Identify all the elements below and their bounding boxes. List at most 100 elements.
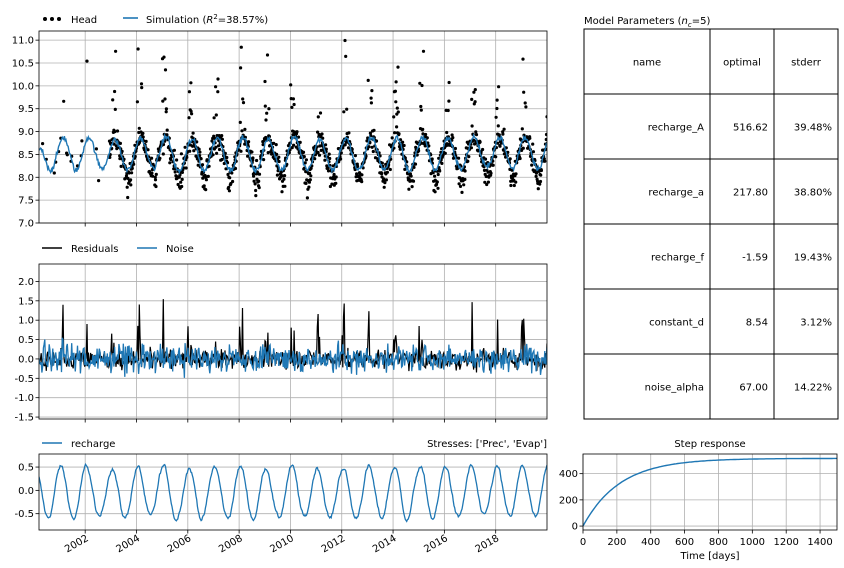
head-point (290, 146, 294, 150)
head-point (177, 175, 181, 179)
head-point (192, 149, 196, 153)
head-point (277, 159, 281, 164)
head-point (179, 152, 183, 156)
head-point (538, 182, 542, 186)
step-ytick-label: 200 (559, 495, 578, 506)
step-xtick-label: 600 (675, 537, 694, 548)
recharge-xtick-label: 2014 (371, 533, 399, 555)
head-point (539, 173, 543, 177)
head-point (150, 156, 154, 160)
step-xlabel: Time [days] (679, 551, 739, 562)
head-point (217, 147, 222, 152)
head-point (421, 132, 425, 136)
head-ytick-label: 10.0 (12, 81, 34, 92)
head-point (228, 176, 232, 180)
head-point (382, 177, 386, 181)
head-point (247, 140, 251, 144)
head-point (254, 194, 258, 198)
head-point (332, 172, 336, 177)
head-point (172, 148, 176, 152)
head-point (380, 172, 384, 176)
head-point (430, 157, 434, 161)
head-point (380, 161, 384, 165)
head-point (304, 181, 308, 185)
head-point (263, 104, 267, 108)
step-xtick-label: 0 (580, 537, 586, 548)
head-point (139, 82, 144, 86)
head-point (323, 158, 327, 162)
head-point (140, 86, 144, 90)
head-point (264, 118, 268, 122)
head-point (521, 57, 525, 61)
head-point (243, 127, 247, 131)
head-point (289, 83, 293, 87)
head-point (153, 175, 157, 179)
head-point (419, 108, 423, 112)
head-point (204, 178, 208, 182)
head-point (118, 141, 122, 145)
head-point (220, 137, 224, 141)
head-point (396, 110, 400, 114)
residuals-ytick-label: 1.5 (18, 296, 34, 307)
head-point (542, 157, 546, 161)
head-point (179, 180, 183, 184)
head-point (144, 139, 148, 143)
head-point (531, 142, 535, 146)
head-point (318, 111, 323, 115)
head-point (111, 98, 115, 102)
head-point (409, 174, 413, 178)
head-point (431, 171, 435, 175)
head-point (498, 144, 502, 148)
head-point (114, 49, 118, 53)
head-ytick-label: 8.0 (18, 173, 34, 184)
head-point (450, 133, 454, 137)
head-point (534, 174, 538, 178)
head-point (447, 99, 451, 103)
head-point (466, 159, 470, 163)
head-point (331, 164, 335, 168)
head-point (52, 171, 56, 175)
recharge-ytick-label: 0.5 (18, 463, 34, 474)
head-point (251, 156, 255, 160)
head-point (401, 140, 405, 144)
head-point (502, 127, 506, 131)
head-point (467, 155, 471, 159)
head-point (168, 161, 172, 165)
head-point (216, 90, 220, 94)
head-point (489, 171, 493, 175)
table-header-cell: stderr (791, 58, 822, 69)
head-point (433, 174, 437, 178)
head-point (345, 107, 349, 111)
residuals-ytick-label: 0.5 (18, 335, 34, 346)
recharge-xtick-label: 2004 (114, 533, 142, 555)
head-point (220, 134, 224, 138)
head-point (113, 107, 117, 111)
head-point (370, 89, 374, 93)
head-point (508, 157, 512, 161)
head-point (473, 100, 477, 104)
head-point (115, 129, 120, 133)
head-point (187, 90, 191, 94)
head-legend: Head Simulation (R2=38.57%) (43, 13, 268, 26)
head-point (275, 173, 279, 177)
head-point (324, 147, 328, 151)
head-point (163, 68, 168, 72)
head-point (491, 163, 495, 167)
head-point (197, 147, 201, 151)
head-point (495, 98, 499, 102)
head-point (283, 184, 287, 188)
head-point (451, 136, 455, 140)
head-point (165, 128, 169, 132)
head-point (200, 163, 205, 167)
head-point (135, 100, 139, 104)
head-point (211, 153, 215, 157)
head-point (187, 116, 191, 120)
head-point (316, 150, 320, 155)
head-point (198, 150, 202, 154)
head-point (347, 146, 351, 150)
head-point (372, 128, 376, 132)
head-point (146, 148, 150, 152)
head-point (175, 158, 179, 162)
recharge-xtick-label: 2018 (474, 533, 502, 555)
table-cell: 14.22% (794, 383, 832, 394)
